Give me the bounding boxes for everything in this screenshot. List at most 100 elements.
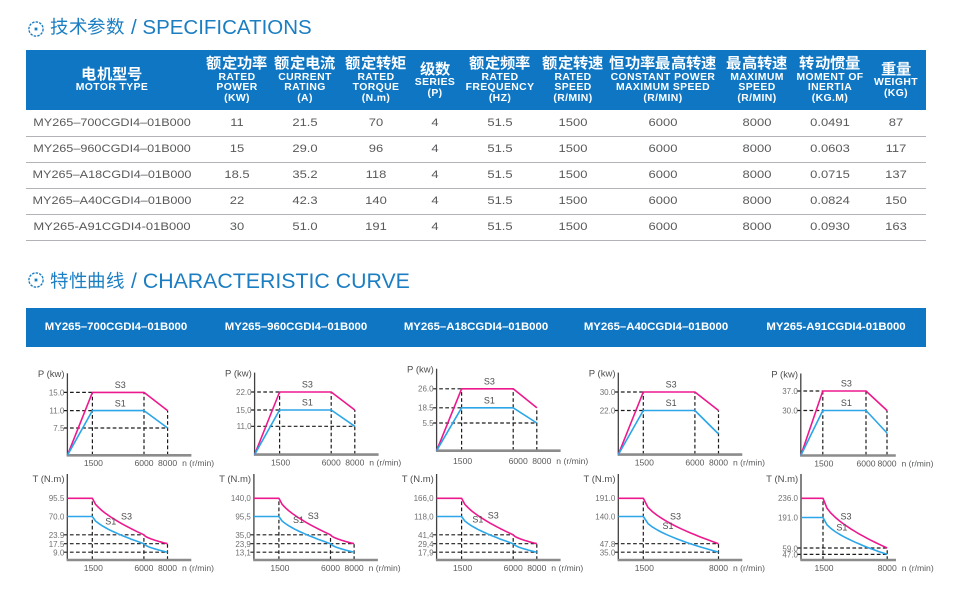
svg-text:P (kw): P (kw): [589, 368, 616, 379]
svg-text:n (r/min): n (r/min): [556, 456, 588, 466]
svg-text:6000: 6000: [685, 457, 704, 467]
svg-text:S3: S3: [840, 512, 851, 522]
svg-text:8000: 8000: [158, 458, 177, 468]
svg-text:P (kw): P (kw): [225, 368, 252, 379]
svg-text:S3: S3: [488, 511, 499, 521]
svg-text:236.0: 236.0: [778, 494, 799, 503]
svg-text:6000: 6000: [321, 563, 340, 573]
svg-text:S3: S3: [302, 380, 313, 390]
svg-text:S1: S1: [115, 398, 126, 408]
svg-text:191.0: 191.0: [595, 494, 616, 503]
svg-text:8000: 8000: [527, 563, 546, 573]
svg-text:S1: S1: [302, 398, 313, 408]
svg-text:15.0: 15.0: [49, 388, 65, 397]
svg-text:23,9: 23,9: [235, 540, 251, 549]
svg-text:140.0: 140.0: [595, 512, 616, 521]
svg-text:140,0: 140,0: [231, 494, 252, 503]
svg-text:8000: 8000: [877, 458, 896, 468]
svg-text:26.0: 26.0: [418, 385, 434, 394]
svg-text:118,0: 118,0: [414, 512, 434, 521]
svg-text:30.0: 30.0: [600, 388, 616, 397]
svg-text:29,4: 29,4: [418, 540, 434, 549]
svg-text:8000: 8000: [709, 457, 728, 467]
svg-text:35,0: 35,0: [235, 531, 251, 540]
svg-text:S1: S1: [836, 523, 847, 533]
svg-text:S1: S1: [484, 396, 495, 406]
svg-text:1500: 1500: [270, 563, 289, 573]
svg-text:n (r/min): n (r/min): [551, 563, 583, 573]
svg-text:1500: 1500: [271, 457, 290, 467]
svg-text:59.0: 59.0: [782, 544, 798, 553]
svg-text:T (N.m): T (N.m): [583, 474, 615, 485]
svg-text:S1: S1: [105, 517, 116, 527]
svg-text:70.0: 70.0: [49, 512, 65, 521]
svg-text:S3: S3: [121, 511, 132, 521]
svg-text:S3: S3: [484, 377, 495, 387]
svg-text:6000: 6000: [134, 563, 153, 573]
svg-text:1500: 1500: [635, 563, 654, 573]
svg-text:n (r/min): n (r/min): [182, 563, 214, 573]
svg-text:S3: S3: [308, 511, 319, 521]
svg-text:n (r/min): n (r/min): [902, 563, 934, 573]
svg-text:S1: S1: [662, 521, 673, 531]
svg-text:S1: S1: [293, 515, 304, 525]
svg-text:P (kw): P (kw): [771, 369, 798, 380]
svg-text:166,0: 166,0: [414, 494, 435, 503]
svg-text:41,4: 41,4: [418, 531, 434, 540]
svg-text:1500: 1500: [84, 563, 103, 573]
svg-text:P (kw): P (kw): [38, 369, 65, 380]
svg-text:8000: 8000: [345, 563, 364, 573]
svg-text:47.8: 47.8: [600, 540, 616, 549]
svg-text:1500: 1500: [453, 563, 472, 573]
svg-text:n (r/min): n (r/min): [733, 457, 765, 467]
svg-text:11.0: 11.0: [49, 407, 65, 416]
svg-text:95,5: 95,5: [235, 512, 251, 521]
svg-text:13,1: 13,1: [235, 549, 251, 558]
svg-text:n (r/min): n (r/min): [369, 457, 401, 467]
svg-text:5.5: 5.5: [422, 419, 434, 428]
svg-text:6000: 6000: [509, 456, 528, 466]
svg-text:191.0: 191.0: [778, 513, 799, 522]
svg-text:35.0: 35.0: [600, 549, 616, 558]
svg-text:15,0: 15,0: [236, 406, 252, 415]
svg-text:47.0: 47.0: [782, 551, 798, 560]
svg-text:P (kw): P (kw): [407, 365, 434, 376]
svg-text:22.0: 22.0: [600, 406, 616, 415]
svg-text:S3: S3: [115, 380, 126, 390]
svg-text:6000: 6000: [856, 458, 875, 468]
svg-text:30.0: 30.0: [782, 406, 798, 415]
svg-text:1500: 1500: [635, 457, 654, 467]
svg-text:T (N.m): T (N.m): [766, 474, 798, 485]
svg-text:11,0: 11,0: [237, 422, 253, 431]
svg-text:1500: 1500: [814, 563, 833, 573]
svg-text:1500: 1500: [84, 458, 103, 468]
svg-text:6000: 6000: [322, 457, 341, 467]
svg-text:7.5: 7.5: [53, 424, 65, 433]
svg-text:37.0: 37.0: [782, 387, 798, 396]
svg-text:n (r/min): n (r/min): [902, 458, 934, 468]
svg-text:1500: 1500: [453, 456, 472, 466]
svg-text:8000: 8000: [709, 563, 728, 573]
svg-text:17.5: 17.5: [49, 540, 65, 549]
svg-text:S1: S1: [841, 398, 852, 408]
svg-text:S1: S1: [666, 398, 677, 408]
svg-text:T (N.m): T (N.m): [32, 474, 64, 485]
svg-text:S3: S3: [841, 379, 852, 389]
svg-text:n (r/min): n (r/min): [182, 458, 214, 468]
svg-text:18.5: 18.5: [418, 404, 434, 413]
svg-text:S1: S1: [472, 514, 483, 524]
svg-text:6000: 6000: [504, 563, 523, 573]
svg-text:9.0: 9.0: [53, 549, 65, 558]
svg-text:1500: 1500: [814, 458, 833, 468]
svg-text:n (r/min): n (r/min): [369, 563, 401, 573]
svg-text:22.0: 22.0: [236, 388, 252, 397]
svg-text:8000: 8000: [532, 456, 551, 466]
svg-text:n (r/min): n (r/min): [733, 563, 765, 573]
svg-text:T (N.m): T (N.m): [219, 474, 251, 485]
svg-text:S3: S3: [670, 511, 681, 521]
svg-text:23.9: 23.9: [49, 531, 65, 540]
svg-text:17,9: 17,9: [418, 549, 434, 558]
svg-text:S3: S3: [666, 380, 677, 390]
svg-text:8000: 8000: [345, 457, 364, 467]
svg-text:6000: 6000: [134, 458, 153, 468]
